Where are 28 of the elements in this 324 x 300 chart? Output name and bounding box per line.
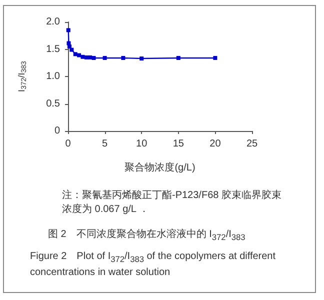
x-tick-label: 5 [102, 138, 108, 150]
x-tick-label: 15 [172, 138, 184, 150]
y-tick-label: 1.5 [46, 44, 60, 55]
point [140, 56, 144, 61]
y-tick-label: 0.5 [46, 98, 60, 110]
point [70, 48, 74, 52]
point [66, 28, 70, 32]
point [213, 56, 218, 60]
x-tick-label: 0 [65, 138, 72, 150]
caption: 图 2 不同浓度聚合物在水溶液中的 I$_{372}$/I$_{383}$ [48, 228, 246, 244]
text: 注：聚氰基丙烯酸正丁酯-P123/F68 胶束临界胶束浓度为 0.067 g/L ． [62, 189, 282, 217]
caption: Figure 2 Plot of I$_{372}$/I$_{383}$ of the copolymers at different concentrations in water solution [30, 250, 277, 280]
point [73, 52, 78, 56]
point [80, 54, 85, 59]
point [121, 56, 126, 60]
y-tick-label: 1.0 [46, 71, 60, 82]
point [176, 56, 180, 60]
x-tick-label: 25 [246, 138, 258, 150]
x-axis-title: 聚合物浓度(g/L) [124, 162, 196, 174]
y-tick-label: 0 [54, 126, 60, 136]
x-tick-label: 10 [136, 138, 148, 150]
point [92, 56, 96, 60]
point [67, 44, 72, 49]
point [102, 56, 107, 60]
point [88, 55, 92, 60]
x-tick-label: 20 [210, 138, 222, 150]
y-tick-label: 2.0 [46, 16, 60, 28]
point [77, 53, 82, 58]
